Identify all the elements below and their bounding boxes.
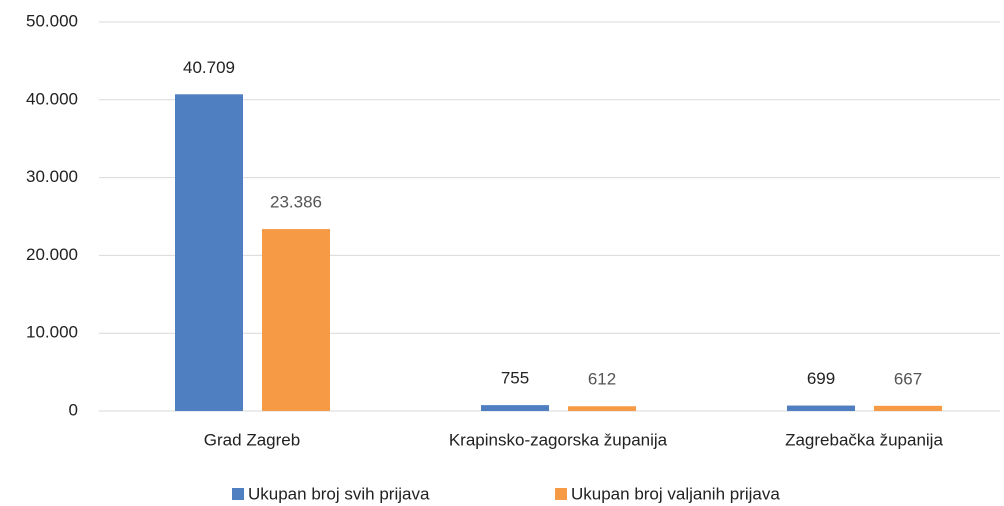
legend-label: Ukupan broj svih prijava [248, 484, 430, 503]
x-tick-label: Grad Zagreb [204, 430, 300, 449]
bar [787, 405, 855, 411]
legend-swatch [232, 488, 244, 500]
x-tick-label: Zagrebačka županija [785, 430, 943, 449]
y-tick-label: 40.000 [26, 89, 78, 108]
value-label: 699 [807, 369, 835, 388]
y-tick-label: 30.000 [26, 167, 78, 186]
x-tick-label: Krapinsko-zagorska županija [449, 430, 668, 449]
bar [874, 405, 942, 411]
y-tick-label: 10.000 [26, 323, 78, 342]
y-tick-label: 50.000 [26, 11, 78, 30]
y-tick-label: 0 [69, 400, 78, 419]
bar [481, 405, 549, 411]
legend-swatch [555, 488, 567, 500]
legend-label: Ukupan broj valjanih prijava [571, 484, 780, 503]
y-tick-label: 20.000 [26, 245, 78, 264]
value-label: 667 [894, 369, 922, 388]
value-label: 612 [588, 370, 616, 389]
value-label: 40.709 [183, 58, 235, 77]
value-label: 23.386 [270, 193, 322, 212]
bar [262, 229, 330, 411]
bar [175, 94, 243, 411]
bar [568, 406, 636, 411]
value-label: 755 [501, 369, 529, 388]
